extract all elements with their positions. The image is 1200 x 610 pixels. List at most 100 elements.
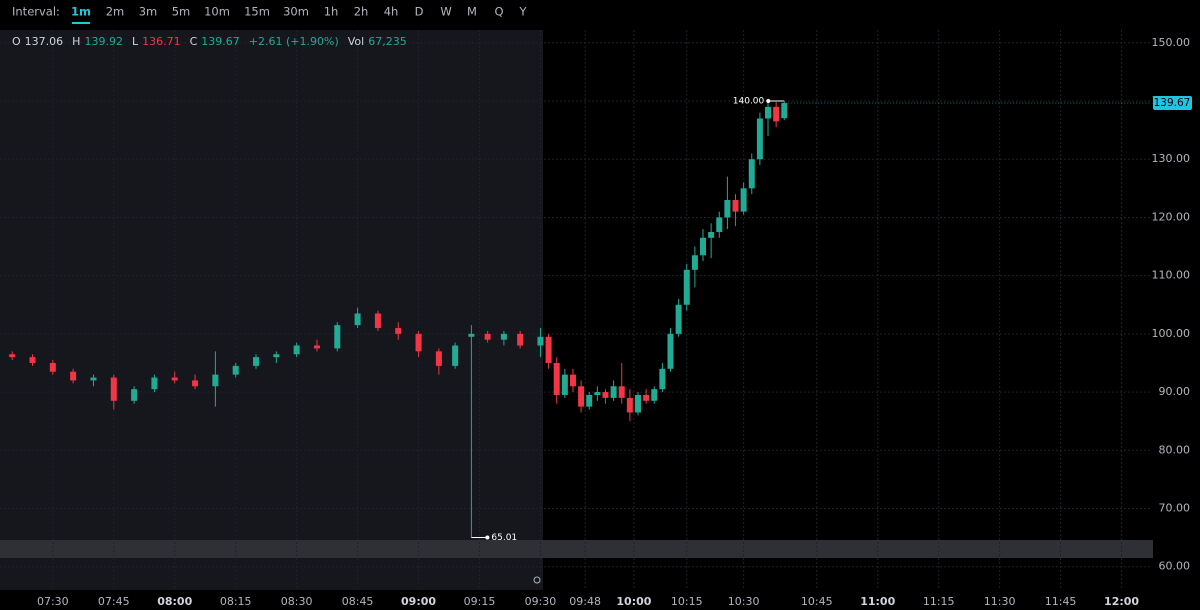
candle-body	[273, 354, 280, 358]
candle-body	[553, 362, 560, 395]
candle-body	[70, 371, 77, 381]
x-tick-label: 07:45	[98, 595, 130, 608]
y-tick-label: 80.00	[1159, 443, 1191, 456]
candle-body	[151, 377, 158, 390]
interval-button[interactable]: 1m	[71, 5, 91, 19]
interval-button[interactable]: 3m	[139, 5, 158, 19]
x-tick-label: 10:45	[801, 595, 833, 608]
interval-button[interactable]: 30m	[283, 5, 309, 19]
candle-body	[212, 374, 219, 387]
x-tick-label: 09:30	[525, 595, 557, 608]
interval-button[interactable]: W	[440, 5, 451, 19]
interval-button[interactable]: Y	[518, 5, 527, 19]
x-tick-label: 08:45	[342, 595, 374, 608]
candle-body	[610, 386, 617, 398]
candle-body	[691, 255, 698, 270]
annotation-label: 140.00	[733, 97, 765, 107]
candle-body	[773, 106, 780, 122]
x-tick-label: 11:30	[984, 595, 1016, 608]
price-zone	[0, 540, 1153, 558]
interval-button[interactable]: 15m	[244, 5, 270, 19]
candle-body	[748, 159, 755, 189]
annotation-dot	[766, 99, 771, 104]
x-tick-label: 10:15	[671, 595, 703, 608]
x-tick-label: 11:00	[860, 595, 895, 608]
candle-body	[765, 106, 772, 119]
candle-body	[90, 377, 97, 381]
candle-body	[537, 336, 544, 346]
interval-button[interactable]: D	[415, 5, 424, 19]
candle-body	[452, 345, 459, 366]
interval-button[interactable]: 2h	[354, 5, 369, 19]
y-tick-label: 150.00	[1152, 36, 1191, 49]
annotation-label: 65.01	[491, 533, 517, 543]
candle-body	[395, 328, 402, 334]
sun-icon[interactable]	[533, 576, 541, 584]
last-price-label: 139.67	[1154, 97, 1191, 109]
interval-button[interactable]: 4h	[384, 5, 399, 19]
candle-body	[49, 362, 56, 372]
interval-button[interactable]: 2m	[106, 5, 125, 19]
x-tick-label: 11:45	[1045, 595, 1077, 608]
ohlc-key: H	[72, 35, 80, 48]
x-tick-label: 11:15	[923, 595, 955, 608]
candle-body	[594, 392, 601, 395]
candle-body	[683, 269, 690, 305]
candle-body	[293, 345, 300, 355]
candle-body	[192, 380, 199, 387]
candle-body	[602, 392, 609, 398]
candle-body	[659, 368, 666, 390]
candle-body	[732, 199, 739, 212]
candle-body	[171, 377, 178, 381]
candle-body	[232, 365, 239, 375]
ohlc-value: +2.61 (+1.90%)	[249, 35, 339, 48]
candle-body	[500, 333, 507, 340]
candle-body	[651, 389, 658, 401]
y-tick-label: 90.00	[1159, 385, 1191, 398]
candle-body	[9, 354, 16, 358]
candle-body	[626, 397, 633, 413]
interval-button[interactable]: 1h	[324, 5, 339, 19]
candle-body	[131, 389, 138, 401]
candle-body	[675, 304, 682, 334]
interval-button[interactable]: 5m	[172, 5, 191, 19]
candle-body	[634, 394, 641, 413]
interval-button[interactable]: M	[467, 5, 477, 19]
candle-body	[578, 386, 585, 407]
y-tick-label: 120.00	[1152, 210, 1191, 223]
candle-body	[545, 336, 552, 363]
ohlc-key: O	[12, 35, 21, 48]
candle-body	[110, 377, 117, 401]
x-tick-label: 08:30	[281, 595, 313, 608]
x-tick-label: 09:48	[569, 595, 601, 608]
candle-body	[415, 333, 422, 352]
ohlc-value: 67,235	[368, 35, 407, 48]
y-tick-label: 130.00	[1152, 152, 1191, 165]
candle-body	[740, 188, 747, 212]
interval-button[interactable]: Q	[494, 5, 503, 19]
candle-body	[716, 217, 723, 232]
candle-body	[667, 333, 674, 369]
y-tick-label: 60.00	[1159, 560, 1191, 573]
x-tick-label: 07:30	[37, 595, 69, 608]
x-tick-label: 10:30	[728, 595, 760, 608]
candle-body	[517, 333, 524, 346]
candle-body	[29, 357, 36, 363]
ohlc-value: 136.71	[142, 35, 181, 48]
ohlc-key: L	[132, 35, 139, 48]
toolbar-label: Interval:	[12, 5, 60, 19]
x-tick-label: 09:00	[401, 595, 436, 608]
x-tick-label: 12:00	[1104, 595, 1139, 608]
interval-button[interactable]: 10m	[204, 5, 230, 19]
x-tick-label: 09:15	[464, 595, 496, 608]
ohlc-value: 139.67	[201, 35, 240, 48]
ohlc-value: 139.92	[84, 35, 123, 48]
annotation-dot	[485, 535, 490, 540]
ohlc-key: C	[190, 35, 198, 48]
candle-body	[354, 313, 361, 326]
candle-body	[561, 374, 568, 395]
candle-body	[253, 357, 260, 366]
y-tick-label: 100.00	[1152, 327, 1191, 340]
candle-body	[700, 237, 707, 256]
